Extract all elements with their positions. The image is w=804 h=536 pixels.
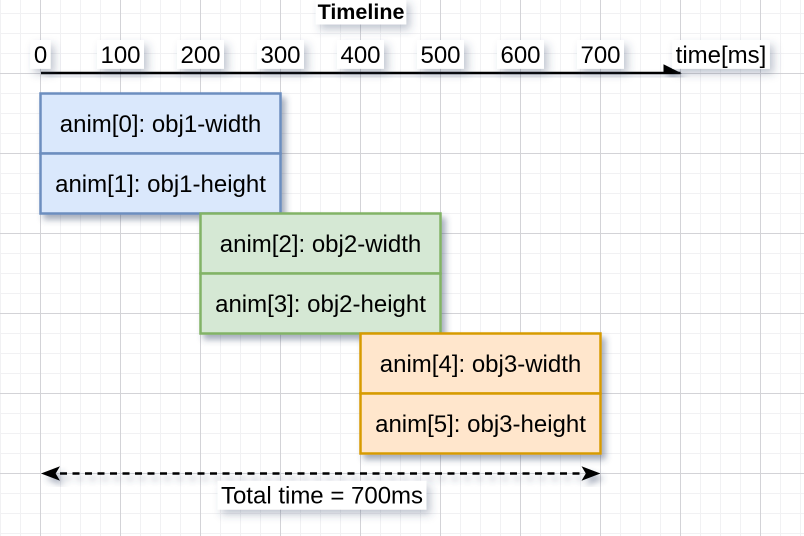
svg-text:anim[3]: obj2-height: anim[3]: obj2-height (215, 291, 426, 318)
svg-text:anim[4]: obj3-width: anim[4]: obj3-width (380, 351, 581, 378)
svg-text:500: 500 (420, 42, 460, 69)
svg-text:anim[5]: obj3-height: anim[5]: obj3-height (375, 411, 586, 438)
svg-text:anim[1]: obj1-height: anim[1]: obj1-height (55, 171, 266, 198)
svg-text:anim[2]: obj2-width: anim[2]: obj2-width (220, 231, 421, 258)
svg-text:700: 700 (580, 42, 620, 69)
svg-text:0: 0 (34, 42, 47, 69)
svg-text:200: 200 (180, 42, 220, 69)
svg-text:100: 100 (100, 42, 140, 69)
svg-text:Timeline: Timeline (318, 0, 405, 24)
svg-text:time[ms]: time[ms] (676, 42, 767, 69)
svg-text:600: 600 (500, 42, 540, 69)
svg-text:400: 400 (340, 42, 380, 69)
svg-text:Total time = 700ms: Total time = 700ms (221, 483, 423, 510)
svg-text:300: 300 (260, 42, 300, 69)
svg-text:anim[0]: obj1-width: anim[0]: obj1-width (60, 111, 261, 138)
